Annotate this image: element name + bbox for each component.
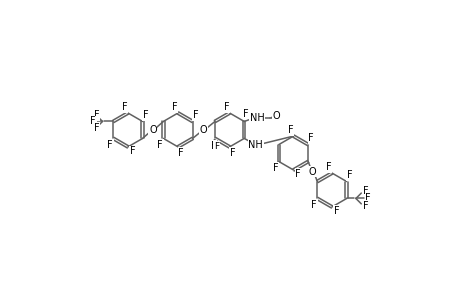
Text: F: F [143,110,148,120]
Text: F: F [129,146,135,157]
Text: F: F [223,102,229,112]
Text: F: F [157,140,162,150]
Text: F: F [362,201,368,211]
Text: F: F [333,206,339,216]
Text: F: F [287,125,292,135]
Text: F: F [213,142,218,151]
Text: F: F [311,200,316,210]
Text: F: F [295,169,300,179]
Text: F: F [362,186,368,196]
Text: O: O [149,125,157,135]
Text: F: F [93,123,99,133]
Text: F: F [325,162,331,172]
Text: NH: NH [248,140,263,150]
Text: NH: NH [249,112,264,123]
Text: O: O [272,111,280,121]
Text: F: F [210,141,216,151]
Text: F: F [242,109,248,119]
Text: F: F [364,194,370,203]
Text: O: O [308,167,316,176]
Text: F: F [90,116,96,127]
Text: F: F [107,140,113,150]
Text: F: F [93,110,99,120]
Text: O: O [200,125,207,135]
Text: F: F [178,148,184,158]
Text: F: F [230,148,235,158]
Text: F: F [192,110,198,120]
Text: F: F [308,134,313,143]
Text: F: F [346,170,352,180]
Text: F: F [272,163,278,173]
Text: F: F [122,102,128,112]
Text: F: F [172,102,177,112]
